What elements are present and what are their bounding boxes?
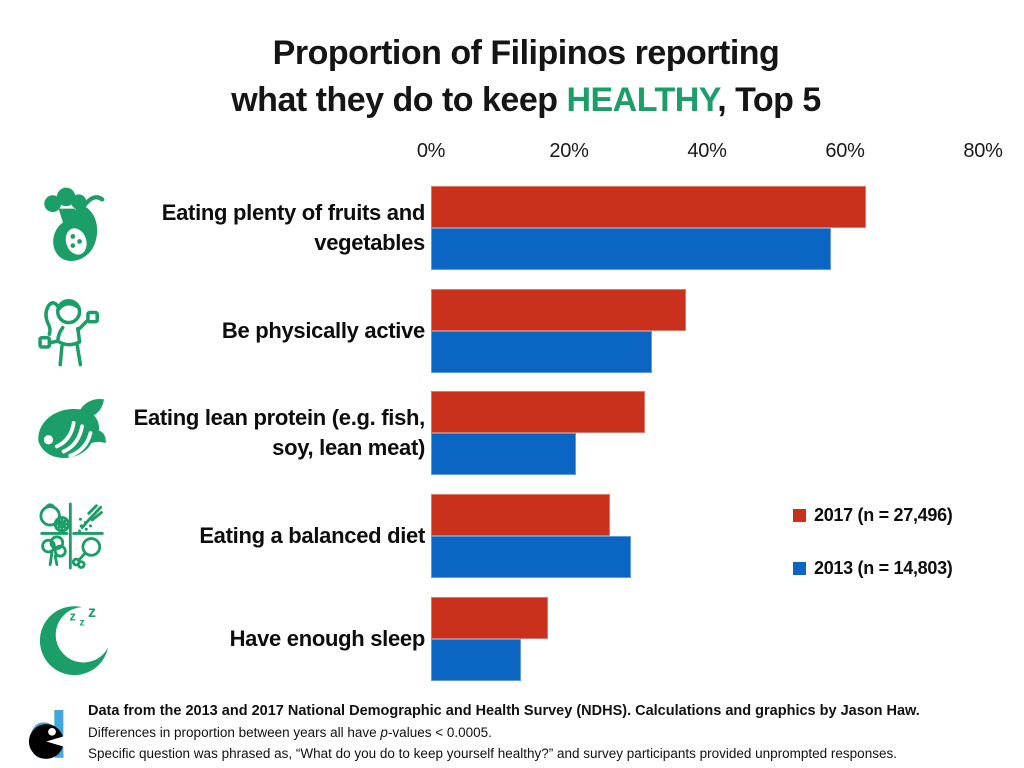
legend-label-2017: 2017 (n = 27,496) xyxy=(814,504,953,525)
dc-logo: d xyxy=(26,699,80,768)
footer-pvalue-prefix: Differences in proportion between years … xyxy=(88,725,381,740)
bar-group-physically-active xyxy=(431,289,991,373)
bar-2017-enough-sleep xyxy=(431,597,549,639)
x-tick-80: 80% xyxy=(963,140,1003,162)
sleep-icon: z z z xyxy=(30,594,114,684)
footer-question-line: Specific question was phrased as, “What … xyxy=(88,746,897,761)
x-tick-20: 20% xyxy=(549,140,589,162)
legend-item-2017: 2017 (n = 27,496) xyxy=(793,505,953,525)
legend-label-2013: 2013 (n = 14,803) xyxy=(814,557,953,578)
chart-title-line2: what they do to keep HEALTHY, Top 5 xyxy=(28,77,1024,124)
bar-2013-fruits-vegetables xyxy=(431,228,832,270)
bar-2013-lean-protein xyxy=(431,433,576,475)
footer-pvalue-line: Differences in proportion between years … xyxy=(88,722,1018,743)
footer-notes: Data from the 2013 and 2017 National Dem… xyxy=(88,701,1018,764)
footer-source-line: Data from the 2013 and 2017 National Dem… xyxy=(88,703,920,719)
fruits-vegetables-icon xyxy=(30,183,114,273)
category-label-fruits-vegetables: Eating plenty of fruits and vegetables xyxy=(161,200,426,255)
x-tick-40: 40% xyxy=(687,140,727,162)
exercise-icon xyxy=(30,286,114,376)
chart-title-line2-prefix: what they do to keep xyxy=(231,81,567,119)
chart-title-line1: Proportion of Filipinos reporting xyxy=(272,34,780,72)
chart-row-fruits-vegetables: Eating plenty of fruits and vegetables xyxy=(0,186,1024,270)
chart-row-lean-protein: Eating lean protein (e.g. fish, soy, lea… xyxy=(0,391,1024,475)
category-label-enough-sleep: Have enough sleep xyxy=(229,626,426,651)
fish-icon xyxy=(30,388,114,478)
footer-pvalue-suffix: -values < 0.0005. xyxy=(387,725,492,740)
bar-2013-enough-sleep xyxy=(431,639,521,681)
bar-2017-fruits-vegetables xyxy=(431,186,866,228)
category-label-physically-active: Be physically active xyxy=(221,318,425,343)
footer-pvalue-italic-p: p xyxy=(380,725,388,740)
bar-2013-physically-active xyxy=(431,331,652,373)
bar-group-balanced-diet xyxy=(431,494,991,578)
title-highlight: HEALTHY xyxy=(566,81,718,119)
category-label-lean-protein: Eating lean protein (e.g. fish, soy, lea… xyxy=(133,405,426,460)
svg-text:z: z xyxy=(88,604,96,621)
bar-2013-balanced-diet xyxy=(431,536,632,578)
bar-group-fruits-vegetables xyxy=(431,186,991,270)
svg-text:z: z xyxy=(69,610,75,624)
x-tick-60: 60% xyxy=(825,140,865,162)
legend-item-2013: 2013 (n = 14,803) xyxy=(793,558,953,578)
chart-row-enough-sleep: z z z Have enough sleep xyxy=(0,597,1024,681)
chart-title: Proportion of Filipinos reporting what t… xyxy=(0,30,1024,124)
chart-row-balanced-diet: Eating a balanced diet xyxy=(0,494,1024,578)
legend-marker-2013 xyxy=(793,561,806,575)
bar-group-lean-protein xyxy=(431,391,991,475)
legend-marker-2017 xyxy=(793,508,806,522)
x-tick-0: 0% xyxy=(416,140,446,162)
chart-row-physically-active: Be physically active xyxy=(0,289,1024,373)
chart-title-line2-suffix: , Top 5 xyxy=(717,81,821,119)
bar-2017-lean-protein xyxy=(431,391,645,433)
category-label-balanced-diet: Eating a balanced diet xyxy=(199,523,425,548)
balanced-diet-icon xyxy=(30,491,114,581)
bar-2017-balanced-diet xyxy=(431,494,611,536)
bar-2017-physically-active xyxy=(431,289,687,331)
legend: 2017 (n = 27,496) 2013 (n = 14,803) xyxy=(793,505,953,611)
svg-text:z: z xyxy=(80,618,85,629)
bar-group-enough-sleep xyxy=(431,597,991,681)
